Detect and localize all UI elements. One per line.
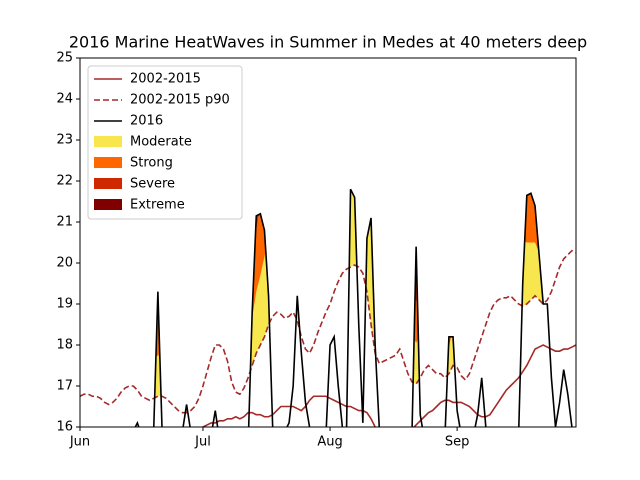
y-tick-label: 17 — [56, 379, 73, 394]
y-tick-label: 23 — [56, 133, 73, 148]
y-tick-label: 21 — [56, 215, 73, 230]
y-tick-label: 24 — [56, 92, 73, 107]
y-tick-label: 22 — [56, 174, 73, 189]
legend-patch — [94, 178, 122, 189]
heatwave-fill — [524, 193, 539, 252]
legend-label: Moderate — [130, 135, 192, 150]
plot-area — [80, 188, 576, 427]
legend-label: Severe — [130, 177, 175, 192]
legend-box — [87, 65, 243, 220]
legend-label: 2002-2015 p90 — [130, 93, 230, 108]
legend-label: Strong — [130, 156, 173, 171]
plot-frame — [79, 57, 577, 428]
heatwave-fill — [366, 222, 376, 355]
legend-label: Extreme — [130, 198, 185, 213]
series-line — [80, 249, 576, 414]
chart-title: 2016 Marine HeatWaves in Summer in Medes… — [69, 33, 587, 52]
x-tick-label: Aug — [317, 435, 342, 450]
legend-patch — [94, 157, 122, 168]
heatwave-fill — [155, 355, 161, 398]
y-tick-label: 25 — [56, 51, 73, 66]
series-line — [134, 188, 573, 427]
legend-patch — [94, 199, 122, 210]
x-tick-label: Jun — [69, 435, 90, 450]
legend-label: 2016 — [130, 114, 163, 129]
x-tick-label: Jul — [194, 435, 211, 450]
y-tick-label: 19 — [56, 297, 73, 312]
y-tick-label: 18 — [56, 338, 73, 353]
x-tick-label: Sep — [445, 435, 470, 450]
heatwave-fill — [522, 241, 543, 307]
legend-patch — [94, 136, 122, 147]
heatwave-fill — [413, 338, 420, 384]
y-tick-label: 16 — [56, 420, 73, 435]
heatwave-fill — [250, 249, 270, 371]
y-tick-label: 20 — [56, 256, 73, 271]
legend-label: 2002-2015 — [130, 72, 201, 87]
